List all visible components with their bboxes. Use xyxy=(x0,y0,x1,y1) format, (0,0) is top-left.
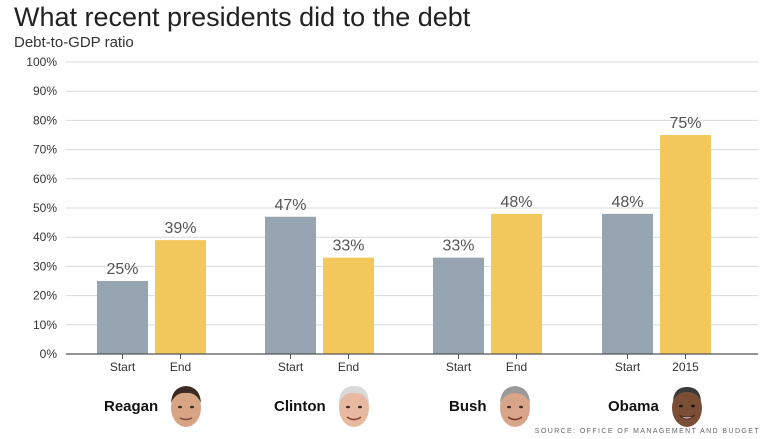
president-name-clinton: Clinton xyxy=(274,397,326,415)
bar-clinton-end xyxy=(323,257,374,354)
bar-bush-end xyxy=(491,213,542,354)
source-note: SOURCE: OFFICE OF MANAGEMENT AND BUDGET xyxy=(534,428,760,435)
x-tick-label: End xyxy=(170,360,191,374)
y-tick-label: 0% xyxy=(40,347,58,361)
x-tick-label: End xyxy=(506,360,527,374)
y-tick-label: 80% xyxy=(33,113,57,127)
president-name-reagan: Reagan xyxy=(104,397,159,415)
bar-obama-start xyxy=(602,213,653,354)
data-label: 48% xyxy=(611,194,643,211)
y-tick-label: 40% xyxy=(33,230,57,244)
x-tick-label: 2015 xyxy=(672,360,699,374)
y-tick-label: 10% xyxy=(33,318,57,332)
bush-portrait-icon xyxy=(499,386,530,427)
clinton-portrait-icon xyxy=(338,386,369,427)
x-tick-label: Start xyxy=(615,360,641,374)
bar-reagan-start xyxy=(97,281,148,354)
y-tick-label: 100% xyxy=(26,55,57,69)
data-label: 75% xyxy=(669,115,701,132)
data-label: 33% xyxy=(442,238,474,255)
x-tick-label: End xyxy=(338,360,359,374)
y-tick-label: 70% xyxy=(33,143,57,157)
x-tick-label: Start xyxy=(278,360,304,374)
president-name-obama: Obama xyxy=(608,397,659,415)
y-tick-label: 90% xyxy=(33,84,57,98)
data-label: 33% xyxy=(332,238,364,255)
bar-clinton-start xyxy=(265,216,316,354)
y-tick-label: 30% xyxy=(33,259,57,273)
data-label: 25% xyxy=(106,261,138,278)
bar-bush-start xyxy=(433,257,484,354)
x-tick-label: Start xyxy=(446,360,472,374)
president-reagan: Reagan xyxy=(104,382,206,430)
chart-subtitle: Debt-to-GDP ratio xyxy=(14,34,134,51)
data-label: 48% xyxy=(500,194,532,211)
data-label: 39% xyxy=(164,220,196,237)
reagan-portrait-icon xyxy=(171,386,202,427)
y-tick-label: 20% xyxy=(33,289,57,303)
obama-portrait-icon xyxy=(671,387,702,427)
bar-obama-2015 xyxy=(660,135,711,354)
president-bush: Bush xyxy=(449,382,535,430)
president-name-bush: Bush xyxy=(449,397,487,415)
president-clinton: Clinton xyxy=(274,382,374,430)
x-tick-label: Start xyxy=(110,360,136,374)
data-label: 47% xyxy=(274,197,306,214)
y-tick-label: 60% xyxy=(33,172,57,186)
chart-title: What recent presidents did to the debt xyxy=(14,2,471,32)
bar-reagan-end xyxy=(155,240,206,354)
y-tick-label: 50% xyxy=(33,201,57,215)
president-obama: Obama xyxy=(608,382,707,430)
